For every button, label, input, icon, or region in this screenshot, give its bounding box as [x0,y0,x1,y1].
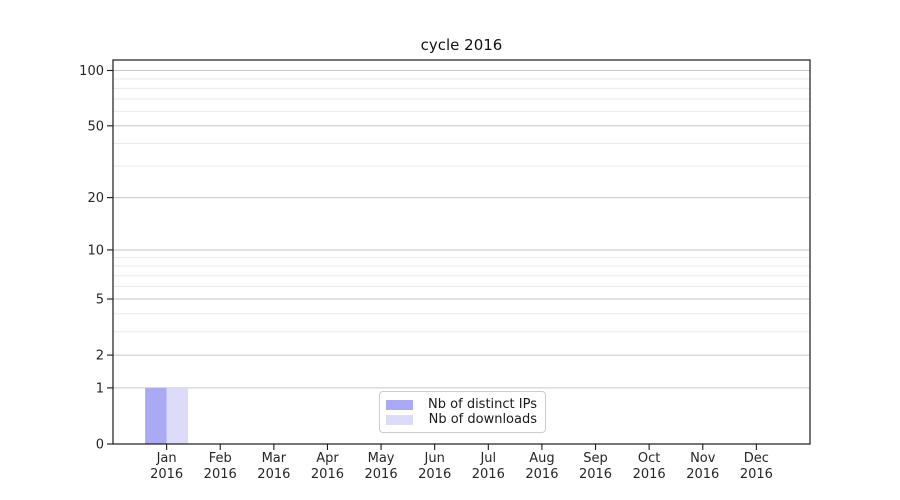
legend-swatch-downloads-icon [386,414,413,425]
chart-title: cycle 2016 [420,36,503,54]
legend-label-distinct-ips: Nb of distinct IPs [428,397,537,412]
legend-label-downloads: Nb of downloads [428,412,537,427]
y-tick-label: 0 [96,438,104,453]
x-tick-label-month: Jul [479,451,496,466]
bar-jan-series0 [145,387,167,444]
y-tick-label: 1 [96,381,104,396]
x-tick-label-month: Mar [262,451,287,466]
x-tick-label-month: Jun [424,451,445,466]
x-tick-label-year: 2016 [740,467,773,482]
x-tick-label-month: Dec [744,451,769,466]
y-tick-label: 10 [87,243,104,258]
x-tick-label-month: Jan [156,451,177,466]
x-tick-label-month: Nov [690,451,716,466]
legend-item-downloads: Nb of downloads [386,412,537,427]
x-tick-label-year: 2016 [311,467,344,482]
x-tick-label-year: 2016 [472,467,505,482]
x-tick-label-month: Oct [638,451,660,466]
x-tick-label-year: 2016 [633,467,666,482]
x-tick-label-year: 2016 [204,467,237,482]
axes-frame [112,59,811,445]
x-tick-label-month: Aug [529,451,554,466]
y-tick-label: 5 [96,292,104,307]
legend: Nb of distinct IPs Nb of downloads [379,391,546,433]
x-tick-label-year: 2016 [418,467,451,482]
x-tick-label-month: Feb [209,451,232,466]
x-tick-label-year: 2016 [365,467,398,482]
y-tick-label: 20 [87,191,104,206]
x-tick-label-year: 2016 [525,467,558,482]
x-tick-label-month: Sep [583,451,608,466]
x-tick-label-year: 2016 [579,467,612,482]
x-tick-label-month: May [368,451,395,466]
legend-swatch-distinct-ips-icon [386,399,413,410]
x-tick-label-year: 2016 [150,467,183,482]
legend-item-distinct-ips: Nb of distinct IPs [386,397,537,412]
bar-jan-series1 [166,387,189,444]
x-tick-label-month: Apr [316,451,339,466]
x-tick-label-year: 2016 [686,467,719,482]
y-tick-label: 2 [96,349,104,364]
y-tick-label: 100 [79,64,104,79]
x-tick-label-year: 2016 [257,467,290,482]
y-tick-label: 50 [87,119,104,134]
